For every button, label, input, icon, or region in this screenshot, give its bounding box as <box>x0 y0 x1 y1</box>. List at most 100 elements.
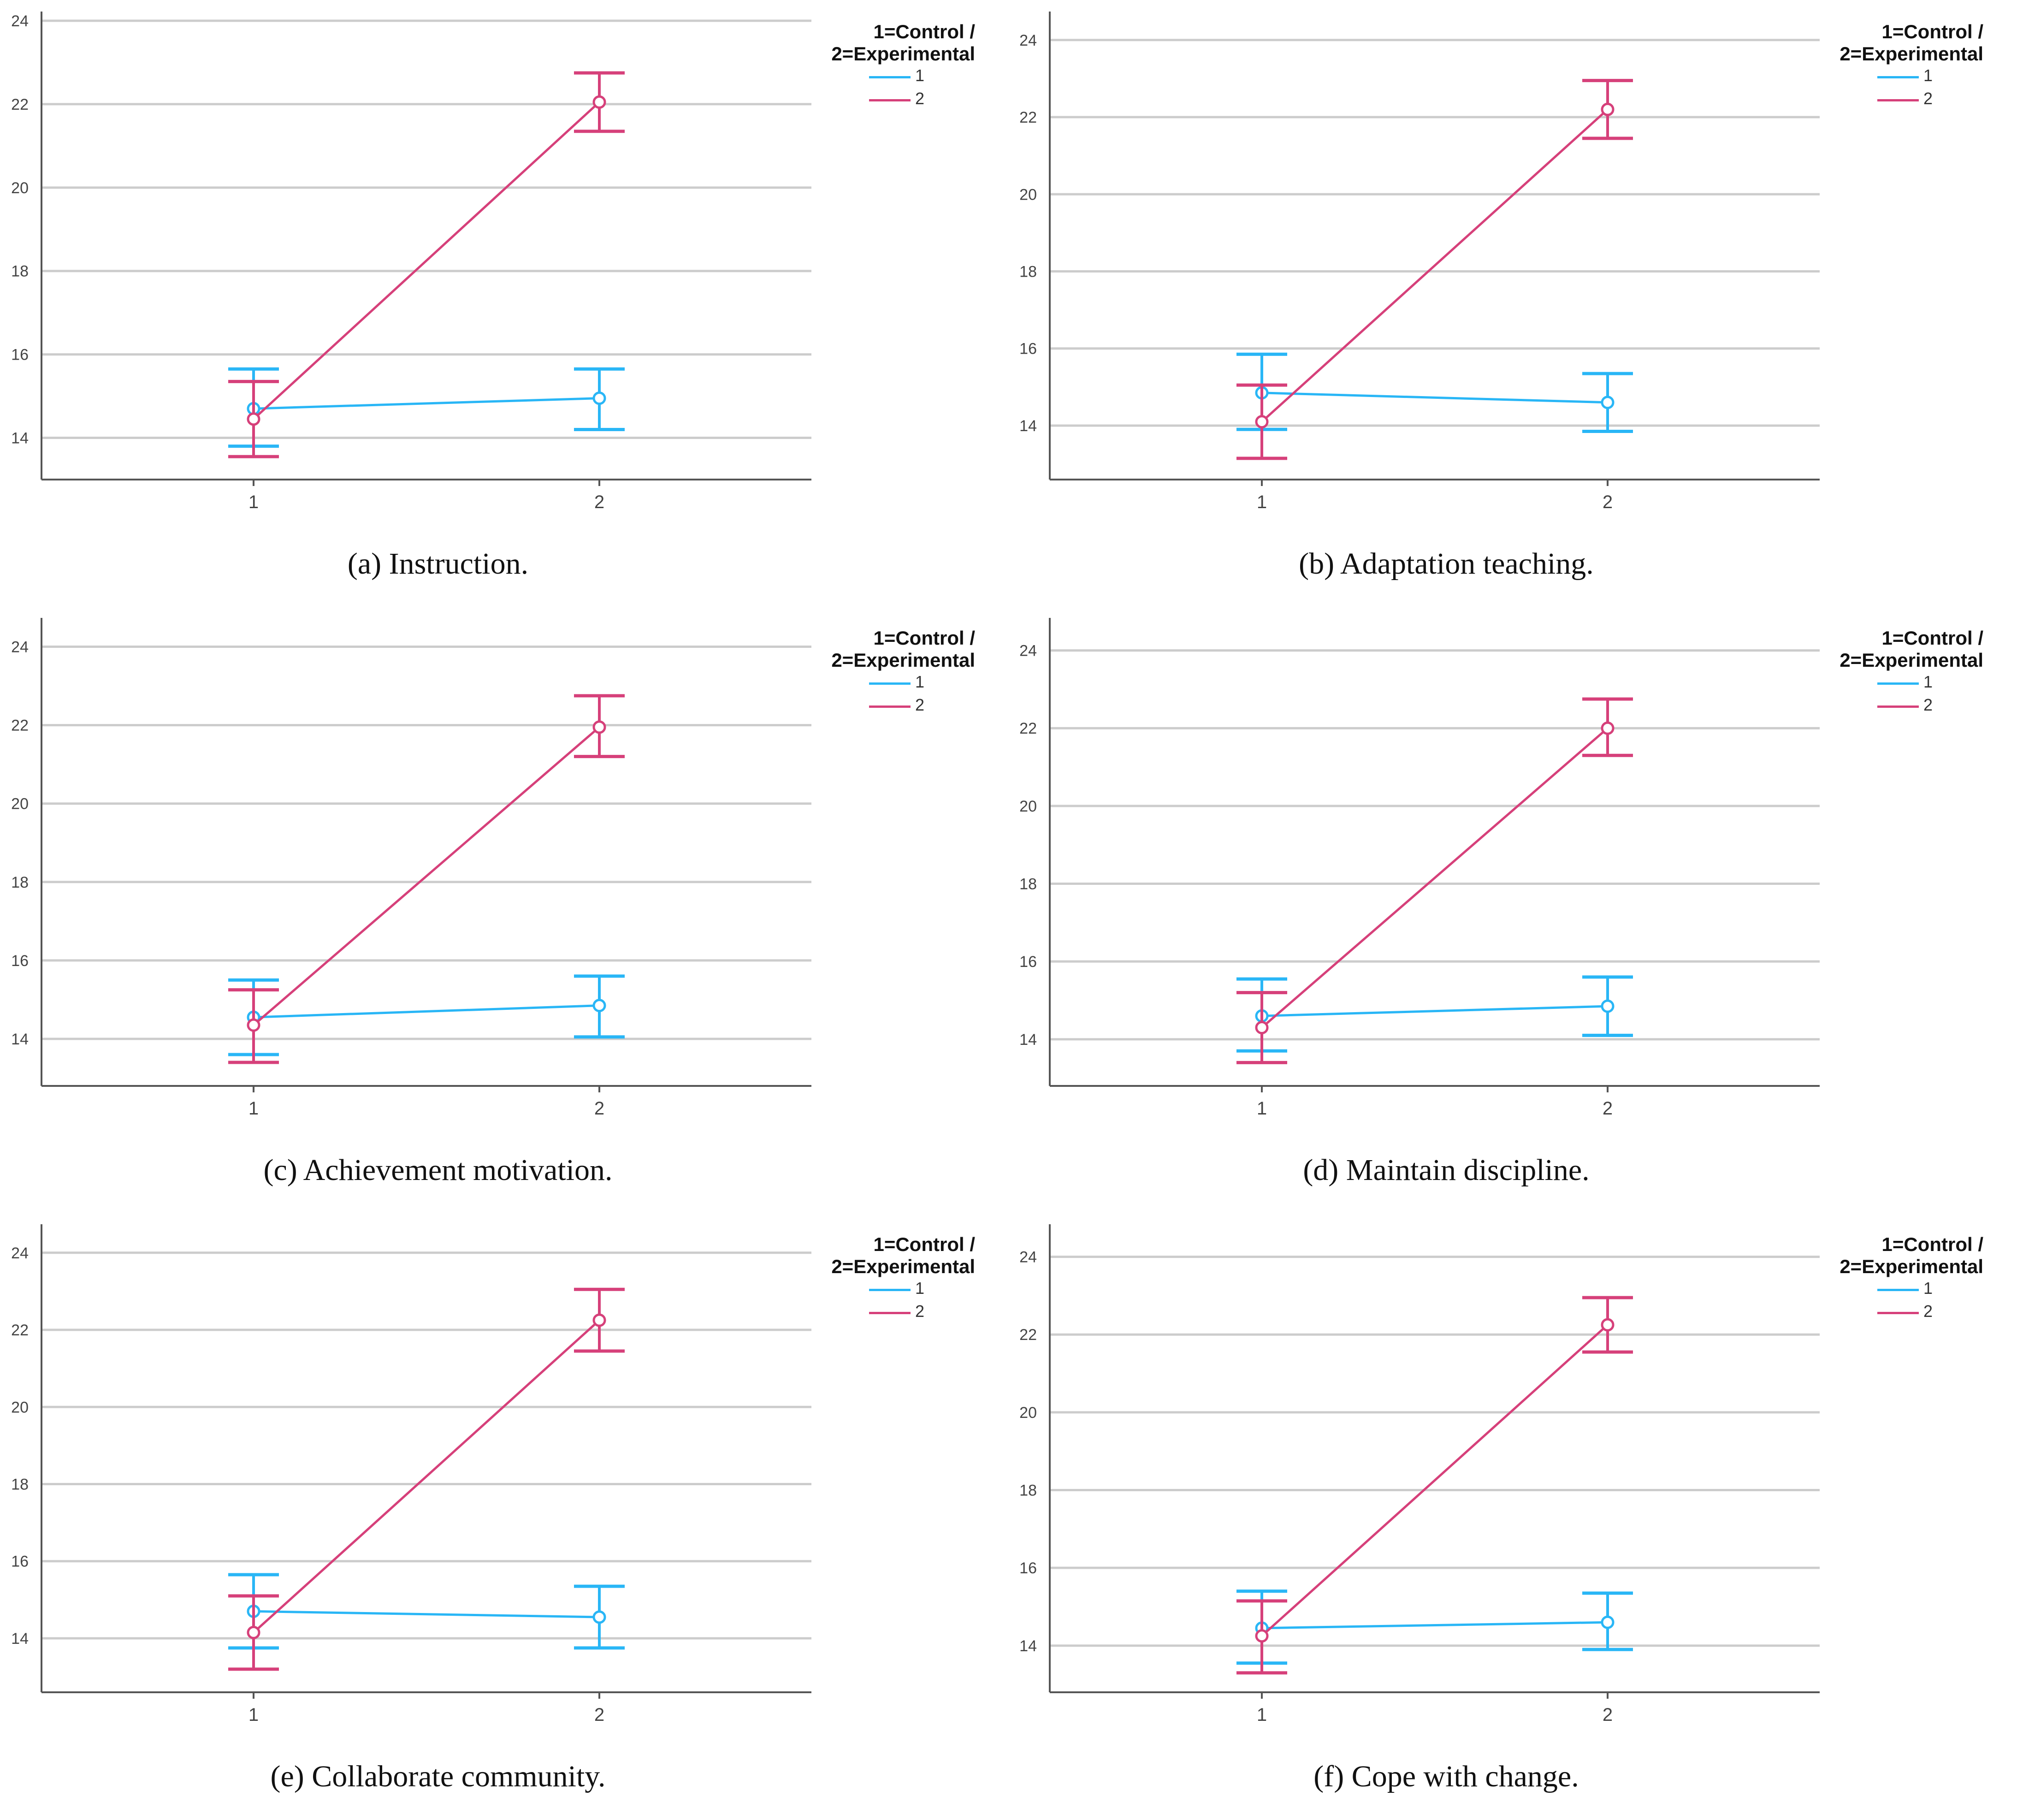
y-tick-label: 20 <box>11 179 29 197</box>
y-tick-label: 24 <box>11 12 29 30</box>
y-tick-label: 18 <box>1019 876 1037 893</box>
y-tick-label: 18 <box>11 1476 29 1493</box>
series-1 <box>228 367 625 448</box>
legend-title: 1=Control /2=Experimental <box>1817 1233 1983 1278</box>
y-tick-label: 22 <box>1019 720 1037 737</box>
panel-caption: (d) Maintain discipline. <box>1303 1153 1590 1187</box>
data-point <box>592 95 606 109</box>
y-tick-label: 18 <box>1019 1482 1037 1500</box>
series-line-1 <box>1261 1621 1608 1630</box>
y-tick-label: 24 <box>1019 32 1037 49</box>
chart-svg: 14 16 18 20 22 24 1 2 <box>1019 1224 1820 1725</box>
legend-swatch <box>869 99 911 101</box>
series-line-1 <box>1261 391 1608 404</box>
legend-label: 1 <box>1923 66 1933 85</box>
data-point <box>247 412 260 426</box>
legend-swatch <box>869 76 911 78</box>
legend-item: 1 <box>1877 1278 2006 1301</box>
chart-panel-6: 14 16 18 20 22 24 1 2 1=Control /2=Experimental 1… <box>1008 1213 2017 1819</box>
chart-svg: 14 16 18 20 22 24 1 2 <box>11 1224 811 1725</box>
x-tick-label: 1 <box>1257 1705 1267 1725</box>
legend-title: 1=Control /2=Experimental <box>809 21 975 65</box>
legend: 1=Control /2=Experimental 1 2 <box>809 21 998 111</box>
data-point <box>1255 415 1269 429</box>
legend-title: 1=Control /2=Experimental <box>809 1233 975 1278</box>
legend-title: 1=Control /2=Experimental <box>1817 627 1983 671</box>
series-1 <box>228 1573 625 1650</box>
y-tick-label: 16 <box>1019 340 1037 358</box>
y-tick-label: 16 <box>1019 953 1037 971</box>
y-tick-label: 14 <box>1019 1031 1037 1049</box>
legend-swatch <box>869 1312 911 1314</box>
legend-label: 1 <box>915 66 925 85</box>
legend-swatch <box>1877 1289 1919 1291</box>
legend-label: 1 <box>915 1279 925 1298</box>
legend-title-line: 1=Control / <box>1881 21 1983 42</box>
legend-label: 1 <box>915 672 925 691</box>
series-line-2 <box>1261 727 1609 1029</box>
legend-title-line: 1=Control / <box>873 21 975 42</box>
panel-caption: (e) Collaborate community. <box>270 1760 606 1793</box>
x-tick-label: 1 <box>248 1705 259 1725</box>
legend-title: 1=Control /2=Experimental <box>809 627 975 671</box>
x-tick-label: 1 <box>1257 492 1267 512</box>
y-tick-label: 18 <box>11 263 29 280</box>
x-tick-label: 1 <box>1257 1098 1267 1119</box>
chart-panel-2: 14 16 18 20 22 24 1 2 1=Control /2=Experimental 1… <box>1008 0 2017 606</box>
series-line-2 <box>253 101 600 420</box>
chart-panel-5: 14 16 18 20 22 24 1 2 1=Control /2=Experimental 1… <box>0 1213 1008 1819</box>
legend-title-line: 2=Experimental <box>1840 43 1983 65</box>
y-tick-label: 20 <box>11 795 29 813</box>
series-line-2 <box>1261 108 1609 423</box>
y-tick-label: 14 <box>11 1031 29 1048</box>
panel-caption: (c) Achievement motivation. <box>263 1153 613 1187</box>
series-line-2 <box>1261 1324 1609 1637</box>
legend: 1=Control /2=Experimental 1 2 <box>1817 21 2006 111</box>
legend-item: 2 <box>1877 88 2006 111</box>
x-tick-label: 2 <box>594 1098 604 1119</box>
legend-swatch <box>869 1289 911 1291</box>
series-2 <box>1236 697 1633 1064</box>
y-tick-label: 24 <box>1019 1249 1037 1266</box>
series-2 <box>1236 1296 1633 1675</box>
legend-title-line: 1=Control / <box>1881 627 1983 649</box>
legend-title-line: 1=Control / <box>873 627 975 649</box>
legend-label: 2 <box>915 1302 925 1321</box>
y-tick-label: 24 <box>11 639 29 656</box>
series-line-1 <box>1261 1005 1608 1017</box>
panel-caption: (b) Adaptation teaching. <box>1299 547 1594 581</box>
y-tick-label: 14 <box>1019 417 1037 435</box>
legend-label: 2 <box>1923 1302 1933 1321</box>
y-tick-label: 20 <box>11 1399 29 1416</box>
y-tick-label: 20 <box>1019 1404 1037 1422</box>
y-tick-label: 20 <box>1019 798 1037 815</box>
legend-title-line: 2=Experimental <box>831 1256 975 1277</box>
legend-swatch <box>1877 1312 1919 1314</box>
legend: 1=Control /2=Experimental 1 2 <box>1817 627 2006 717</box>
legend-swatch <box>869 682 911 685</box>
data-point <box>247 1625 260 1639</box>
legend-title-line: 2=Experimental <box>1840 649 1983 671</box>
legend-item: 1 <box>869 671 998 694</box>
y-tick-label: 16 <box>11 1553 29 1571</box>
legend-swatch <box>1877 682 1919 685</box>
data-point <box>247 1018 260 1032</box>
panel-caption: (a) Instruction. <box>347 547 529 581</box>
legend-label: 1 <box>1923 1279 1933 1298</box>
y-tick-label: 22 <box>1019 109 1037 126</box>
series-line-1 <box>253 1610 600 1618</box>
chart-svg: 14 16 18 20 22 24 1 2 <box>11 12 811 512</box>
series-2 <box>228 1287 625 1671</box>
data-point <box>1601 1318 1615 1332</box>
data-point <box>592 1313 606 1327</box>
legend-swatch <box>1877 705 1919 708</box>
series-line-2 <box>253 726 600 1026</box>
y-tick-label: 24 <box>11 1245 29 1262</box>
series-1 <box>228 974 625 1056</box>
data-point <box>1601 396 1615 409</box>
chart-svg: 14 16 18 20 22 24 1 2 <box>11 618 811 1119</box>
legend: 1=Control /2=Experimental 1 2 <box>809 1233 998 1324</box>
x-tick-label: 2 <box>1603 492 1613 512</box>
data-point <box>1601 999 1615 1013</box>
